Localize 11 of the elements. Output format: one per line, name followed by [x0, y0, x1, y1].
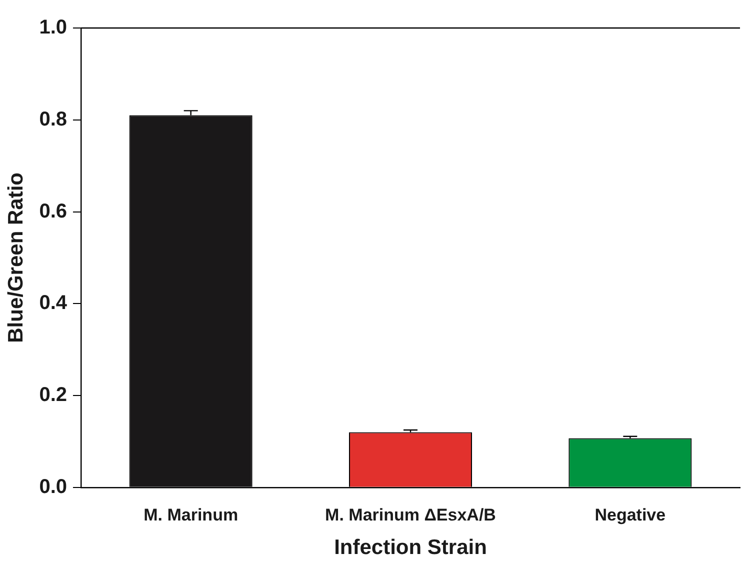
- y-tick-label: 0.8: [39, 108, 68, 130]
- y-tick-label: 0.2: [39, 384, 68, 406]
- x-tick-label: M. Marinum ΔEsxA/B: [325, 505, 496, 524]
- x-tick-label: Negative: [594, 505, 666, 524]
- y-axis-title: Blue/Green Ratio: [4, 172, 28, 343]
- x-tick-label: M. Marinum: [144, 505, 238, 524]
- y-tick-label: 0.0: [39, 476, 68, 498]
- y-tick-label: 1.0: [39, 16, 68, 39]
- y-tick-label: 0.6: [39, 200, 68, 222]
- x-axis-title: Infection Strain: [334, 536, 487, 560]
- y-tick-label: 0.4: [39, 292, 68, 314]
